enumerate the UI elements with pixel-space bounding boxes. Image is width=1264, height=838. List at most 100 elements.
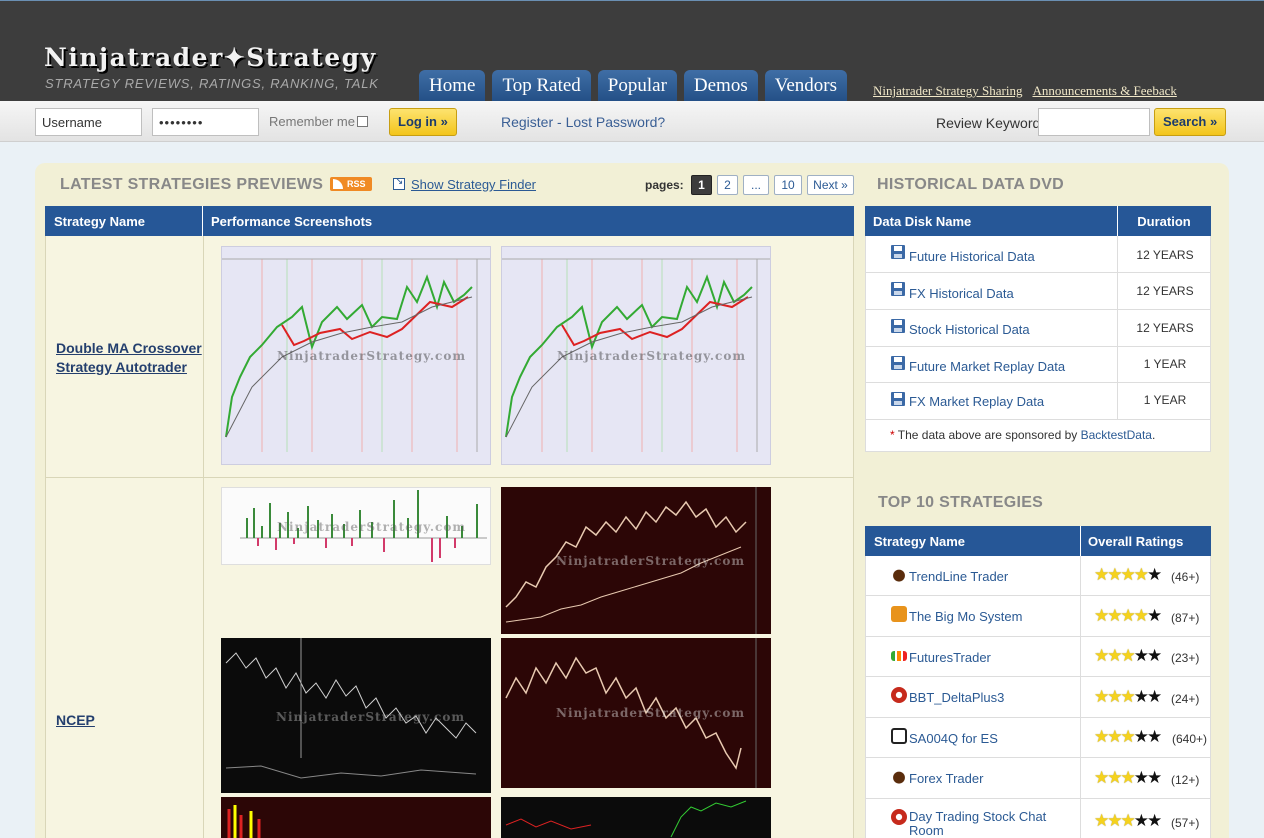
watermark: NinjatraderStrategy.com bbox=[277, 520, 467, 534]
star-filled-icon: ★ bbox=[1120, 646, 1136, 665]
screenshot-thumbnail[interactable] bbox=[221, 797, 491, 838]
bull-icon bbox=[891, 566, 907, 582]
next-page-button[interactable]: Next » bbox=[807, 175, 854, 195]
star-empty-icon: ★ bbox=[1147, 727, 1162, 746]
star-empty-icon: ★ bbox=[1133, 646, 1149, 665]
logo-text-strategy: Strategy bbox=[246, 43, 377, 72]
bull-icon bbox=[891, 768, 907, 784]
search-button[interactable]: Search » bbox=[1154, 108, 1227, 136]
top-strategy-link[interactable]: BBT_DeltaPlus3 bbox=[909, 690, 1005, 705]
stock-historical-data-link[interactable]: Stock Historical Data bbox=[909, 322, 1030, 337]
site-logo[interactable]: Ninjatrader✦Strategy bbox=[44, 43, 377, 72]
star-empty-icon: ★ bbox=[1147, 687, 1162, 706]
row-divider bbox=[1117, 236, 1118, 272]
star-filled-icon: ★ bbox=[1094, 606, 1109, 625]
strategy-sharing-link[interactable]: Ninjatrader Strategy Sharing bbox=[873, 83, 1023, 98]
nav-tab-popular[interactable]: Popular bbox=[597, 70, 677, 102]
pt-icon bbox=[891, 728, 907, 744]
price-chart bbox=[225, 638, 477, 779]
bar-chart bbox=[227, 805, 261, 838]
floppy-disk-icon bbox=[891, 392, 905, 406]
star-empty-icon: ★ bbox=[1133, 811, 1149, 830]
fx-market-replay-link[interactable]: FX Market Replay Data bbox=[909, 394, 1045, 409]
price-chart bbox=[222, 258, 490, 452]
password-input[interactable]: •••••••• bbox=[152, 108, 259, 136]
row-divider bbox=[1080, 637, 1081, 676]
star-filled-icon: ★ bbox=[1094, 687, 1109, 706]
row-divider bbox=[1080, 556, 1081, 595]
pnl-bar-chart bbox=[240, 490, 487, 562]
username-input[interactable]: Username bbox=[35, 108, 142, 136]
rss-button[interactable]: RSS bbox=[330, 177, 372, 191]
star-filled-icon: ★ bbox=[1120, 565, 1136, 584]
screenshot-thumbnail[interactable]: NinjatraderStrategy.com bbox=[221, 246, 491, 465]
review-keyword-input[interactable] bbox=[1038, 108, 1150, 136]
nav-tab-demos[interactable]: Demos bbox=[683, 70, 758, 102]
row-divider bbox=[1080, 758, 1081, 798]
star-filled-icon: ★ bbox=[1094, 646, 1109, 665]
top-strategy-link[interactable]: TrendLine Trader bbox=[909, 569, 1009, 584]
strategy-link-ncep[interactable]: NCEP bbox=[56, 712, 95, 728]
star-empty-icon: ★ bbox=[1133, 727, 1149, 746]
watermark: NinjatraderStrategy.com bbox=[276, 710, 466, 724]
latest-previews-title: LATEST STRATEGIES PREVIEWS bbox=[60, 176, 324, 193]
col-strategy-name: Strategy Name bbox=[874, 534, 966, 549]
top-strategy-link[interactable]: FuturesTrader bbox=[909, 650, 991, 665]
top-strategy-link[interactable]: SA004Q for ES bbox=[909, 731, 998, 746]
candlestick-chart bbox=[505, 487, 757, 634]
table-row: Forex Trader ★★★★★ (12+) bbox=[865, 758, 1211, 799]
table-row: TrendLine Trader ★★★★★ (46+) bbox=[865, 556, 1211, 596]
star-filled-icon: ★ bbox=[1094, 811, 1109, 830]
col-data-disk-name: Data Disk Name bbox=[873, 214, 972, 229]
page-2-button[interactable]: 2 bbox=[717, 175, 738, 195]
rating-count: (640+) bbox=[1172, 732, 1208, 746]
screenshot-thumbnail[interactable]: NinjatraderStrategy.com bbox=[501, 638, 771, 788]
floppy-disk-icon bbox=[891, 356, 905, 370]
strategy-finder-link[interactable]: Show Strategy Finder bbox=[411, 177, 537, 192]
star-filled-icon: ★ bbox=[1120, 727, 1136, 746]
screenshot-thumbnail[interactable]: NinjatraderStrategy.com bbox=[501, 487, 771, 634]
future-historical-data-link[interactable]: Future Historical Data bbox=[909, 249, 1035, 264]
row-divider bbox=[1117, 273, 1118, 309]
nav-tab-vendors[interactable]: Vendors bbox=[764, 70, 848, 102]
remember-me-checkbox[interactable] bbox=[357, 116, 368, 127]
bars-icon bbox=[891, 651, 907, 661]
nav-tab-top-rated[interactable]: Top Rated bbox=[492, 70, 591, 102]
future-market-replay-link[interactable]: Future Market Replay Data bbox=[909, 359, 1066, 374]
floppy-disk-icon bbox=[891, 245, 905, 259]
star-rating: ★★★★★ bbox=[1094, 687, 1162, 707]
strategy-link-double-ma[interactable]: Double MA Crossover Strategy Autotrader bbox=[56, 340, 202, 375]
star-rating: ★★★★★ bbox=[1094, 768, 1162, 788]
col-strategy-name: Strategy Name bbox=[54, 214, 146, 229]
page-10-button[interactable]: 10 bbox=[774, 175, 802, 195]
site-header: Ninjatrader✦Strategy STRATEGY REVIEWS, R… bbox=[0, 0, 1264, 102]
page-ellipsis: ... bbox=[743, 175, 769, 195]
rating-count: (24+) bbox=[1171, 692, 1200, 706]
login-button[interactable]: Log in » bbox=[389, 108, 457, 136]
backtestdata-link[interactable]: BacktestData bbox=[1080, 428, 1152, 442]
star-filled-icon: ★ bbox=[1107, 606, 1122, 625]
register-link[interactable]: Register - Lost Password? bbox=[501, 114, 666, 130]
star-filled-icon: ★ bbox=[1120, 606, 1136, 625]
rating-count: (12+) bbox=[1171, 773, 1200, 787]
announcements-link[interactable]: Announcements & Feeback bbox=[1032, 83, 1177, 98]
rating-count: (57+) bbox=[1171, 816, 1200, 830]
star-filled-icon: ★ bbox=[1094, 565, 1109, 584]
candlestick-chart bbox=[505, 638, 757, 788]
screenshot-thumbnail[interactable] bbox=[501, 797, 771, 838]
screenshot-thumbnail[interactable]: NinjatraderStrategy.com bbox=[221, 487, 491, 565]
star-filled-icon: ★ bbox=[1133, 606, 1149, 625]
header-divider bbox=[1080, 526, 1081, 556]
header-divider bbox=[1117, 206, 1118, 236]
nav-tab-home[interactable]: Home bbox=[419, 70, 486, 102]
top-strategy-link[interactable]: The Big Mo System bbox=[909, 609, 1023, 624]
row-divider bbox=[203, 236, 204, 477]
strategies-table: Strategy Name Performance Screenshots bbox=[45, 206, 854, 236]
screenshot-thumbnail[interactable]: NinjatraderStrategy.com bbox=[221, 638, 491, 793]
screenshot-thumbnail[interactable]: NinjatraderStrategy.com bbox=[501, 246, 771, 465]
fx-historical-data-link[interactable]: FX Historical Data bbox=[909, 286, 1014, 301]
top-strategy-link[interactable]: Day Trading Stock Chat Room bbox=[909, 809, 1047, 838]
row-divider bbox=[1117, 347, 1118, 382]
top-strategy-link[interactable]: Forex Trader bbox=[909, 771, 984, 786]
page-1-button[interactable]: 1 bbox=[691, 175, 712, 195]
